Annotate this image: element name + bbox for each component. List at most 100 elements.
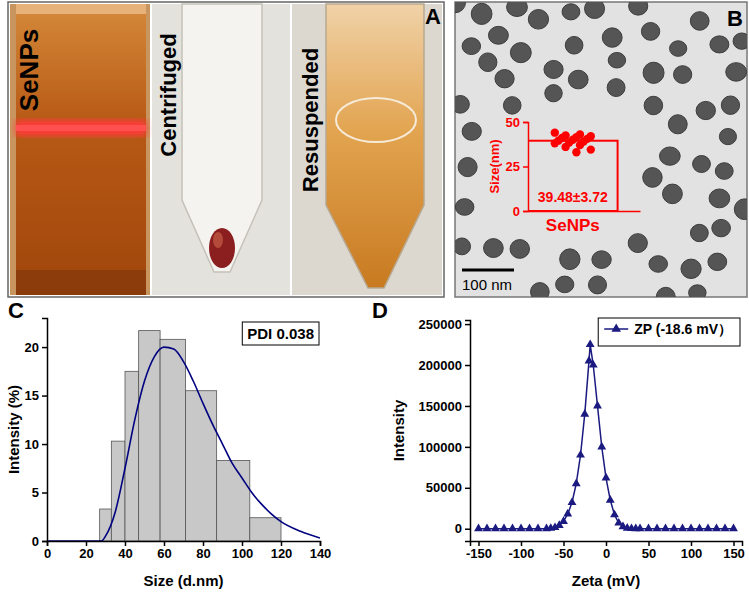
- axis: 050000100000150000200000250000: [419, 317, 471, 542]
- scale-bar-label: 100 nm: [462, 276, 512, 293]
- series-line: [479, 345, 734, 529]
- tick: -50: [555, 541, 574, 561]
- particle: [462, 38, 480, 55]
- tick-mark: [42, 444, 47, 446]
- plot-area: [474, 339, 738, 531]
- axis-line: [523, 123, 529, 212]
- tick-label: 140: [310, 546, 332, 561]
- tick-label: 25: [506, 159, 520, 174]
- particle: [495, 70, 514, 88]
- particle: [708, 253, 727, 270]
- tick-label: -100: [508, 546, 534, 561]
- tick: 15: [25, 388, 47, 403]
- tick: 0: [603, 541, 610, 561]
- particle: [674, 66, 692, 84]
- particle: [488, 26, 508, 44]
- tick: 60: [157, 541, 171, 561]
- tick: 150: [723, 541, 745, 561]
- tick-mark: [523, 122, 528, 124]
- point: [587, 145, 595, 153]
- photo-label: Centrifuged: [156, 33, 181, 156]
- panel-label: D: [372, 298, 388, 323]
- tick-label: 0: [513, 204, 520, 219]
- data-label: 39.48±3.72: [538, 189, 608, 205]
- tick: 80: [196, 541, 210, 561]
- tick: 20: [79, 541, 93, 561]
- bar: [528, 141, 618, 211]
- particle: [690, 12, 709, 31]
- axis: -150-100-50050100150: [466, 541, 745, 561]
- tick-mark: [465, 488, 470, 490]
- tick: 50: [506, 115, 528, 130]
- tick: 200000: [419, 358, 470, 373]
- vial-base: [16, 270, 146, 295]
- particle: [659, 147, 680, 165]
- marker: [670, 524, 679, 532]
- legend-box: [598, 318, 740, 346]
- tick-label: 200000: [419, 358, 462, 373]
- particle: [643, 62, 664, 83]
- laser-glow: [16, 120, 146, 136]
- vial-rim: [16, 4, 146, 14]
- particle: [607, 79, 625, 97]
- particle: [562, 4, 580, 20]
- axis: 020406080100120140: [44, 541, 331, 561]
- tick-label: 150: [723, 546, 745, 561]
- marker: [644, 524, 653, 532]
- tick-label: 15: [25, 388, 39, 403]
- figure: SeNPsCentrifugedResuspended100 nmABCD025…: [0, 0, 749, 595]
- marker: [704, 524, 713, 532]
- photo: [292, 4, 442, 295]
- particle: [544, 60, 563, 78]
- line-chart: -150-100-5005010015005000010000015000020…: [390, 317, 745, 589]
- plot-area: [528, 128, 618, 211]
- particle: [510, 240, 529, 259]
- laser: [16, 125, 146, 131]
- tick: 0: [44, 541, 51, 561]
- particle: [462, 122, 481, 140]
- point: [576, 141, 584, 149]
- marker: [589, 360, 598, 368]
- tick-label: 40: [118, 546, 132, 561]
- marker: [712, 524, 721, 532]
- tick: SeNPs: [546, 211, 600, 235]
- tick: 0: [32, 534, 47, 549]
- marker: [653, 524, 662, 532]
- axis-title: Size (d.nm): [143, 572, 223, 589]
- particle: [455, 238, 471, 255]
- bubble: [336, 98, 416, 142]
- tick-label: 20: [25, 340, 39, 355]
- tick-label: 0: [603, 546, 610, 561]
- marker: [721, 524, 730, 532]
- photo: [10, 4, 150, 295]
- axis-line: [465, 321, 471, 542]
- tick-label: 120: [271, 546, 293, 561]
- marker: [695, 524, 704, 532]
- tick: 150000: [419, 399, 470, 414]
- tick-label: 0: [455, 521, 462, 536]
- tick-label: -150: [466, 546, 492, 561]
- particle: [510, 43, 531, 63]
- panel-frame: [8, 2, 444, 297]
- tick-mark: [465, 365, 470, 367]
- particle: [471, 3, 492, 24]
- tick-label: 150000: [419, 399, 462, 414]
- axis-title: Zeta (mV): [572, 572, 640, 589]
- tick-label: 10: [25, 437, 39, 452]
- tick-label: 60: [157, 546, 171, 561]
- axis: SeNPs: [529, 211, 641, 235]
- axis-line: [42, 319, 48, 542]
- particle: [455, 95, 469, 113]
- particle: [503, 97, 521, 115]
- particles: [455, 2, 747, 297]
- particle: [588, 276, 606, 294]
- tick: 5: [32, 485, 47, 500]
- axis-line: [529, 211, 641, 213]
- particle: [663, 184, 683, 204]
- particle: [565, 36, 583, 54]
- tick: 50000: [426, 480, 470, 495]
- bar: [160, 339, 185, 541]
- tick-mark: [465, 406, 470, 408]
- bar: [111, 441, 125, 541]
- marker: [661, 524, 670, 532]
